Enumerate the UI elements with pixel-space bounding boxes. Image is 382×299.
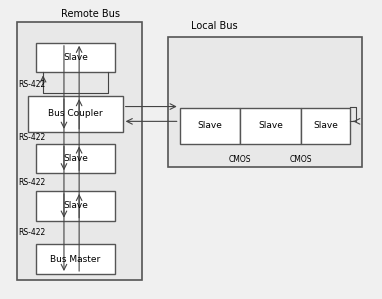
Text: Local Bus: Local Bus: [191, 21, 238, 31]
FancyBboxPatch shape: [301, 108, 350, 144]
FancyBboxPatch shape: [36, 43, 115, 72]
FancyBboxPatch shape: [36, 191, 115, 221]
Text: RS-422: RS-422: [18, 178, 46, 187]
FancyBboxPatch shape: [36, 244, 115, 274]
Text: RS-422: RS-422: [18, 133, 46, 142]
Text: CMOS: CMOS: [229, 155, 252, 164]
FancyBboxPatch shape: [16, 22, 142, 280]
Text: Slave: Slave: [63, 53, 88, 62]
FancyBboxPatch shape: [168, 37, 362, 167]
Text: RS-422: RS-422: [18, 80, 46, 89]
Text: Slave: Slave: [63, 154, 88, 163]
Text: RS-422: RS-422: [18, 228, 46, 237]
Text: Slave: Slave: [63, 201, 88, 210]
Text: Slave: Slave: [313, 121, 338, 130]
Text: Bus Coupler: Bus Coupler: [48, 109, 103, 118]
Text: CMOS: CMOS: [290, 155, 312, 164]
Text: Slave: Slave: [197, 121, 222, 130]
FancyBboxPatch shape: [36, 144, 115, 173]
Text: Slave: Slave: [258, 121, 283, 130]
FancyBboxPatch shape: [240, 108, 301, 144]
Text: Bus Master: Bus Master: [50, 255, 100, 264]
FancyBboxPatch shape: [180, 108, 240, 144]
Text: Remote Bus: Remote Bus: [61, 9, 120, 19]
FancyBboxPatch shape: [28, 96, 123, 132]
